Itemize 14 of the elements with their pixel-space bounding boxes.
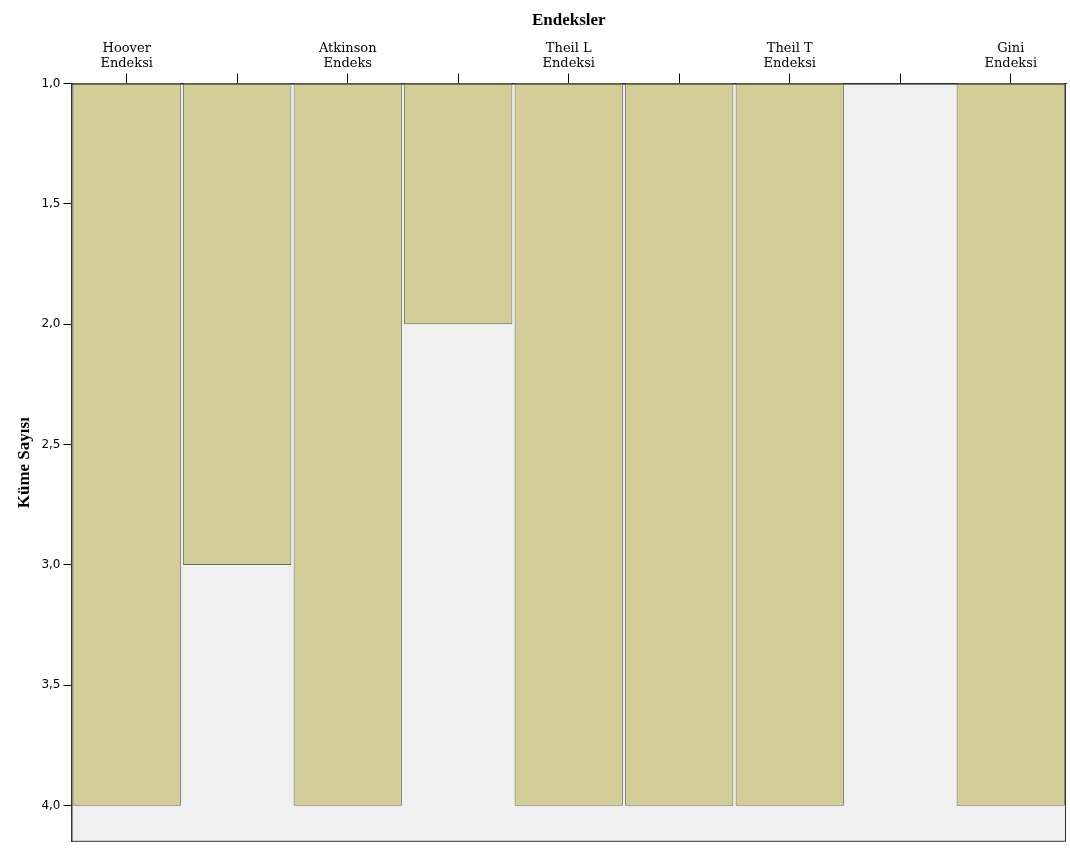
x-tick-label: Hoover Endeksi [100, 39, 154, 71]
y-tick-label: 1,5 [41, 196, 61, 211]
x-tick-label: Theil L Endeksi [542, 39, 596, 71]
y-tick-label: 1,0 [41, 75, 61, 90]
x-tick-label: Theil T Endeksi [763, 39, 817, 71]
y-tick-label: 2,5 [41, 436, 61, 451]
y-tick-label: 3,0 [41, 557, 61, 572]
x-tick-label: Atkinson Endeks [317, 39, 378, 71]
y-axis-title: Küme Sayısı [13, 416, 33, 509]
y-tick-label: 4,0 [41, 797, 61, 812]
x-tick-label: Gini Endeksi [984, 39, 1038, 71]
x-axis-title: Endeksler [531, 9, 607, 29]
y-tick-label: 2,0 [41, 316, 61, 331]
y-tick-label: 3,5 [41, 677, 61, 692]
